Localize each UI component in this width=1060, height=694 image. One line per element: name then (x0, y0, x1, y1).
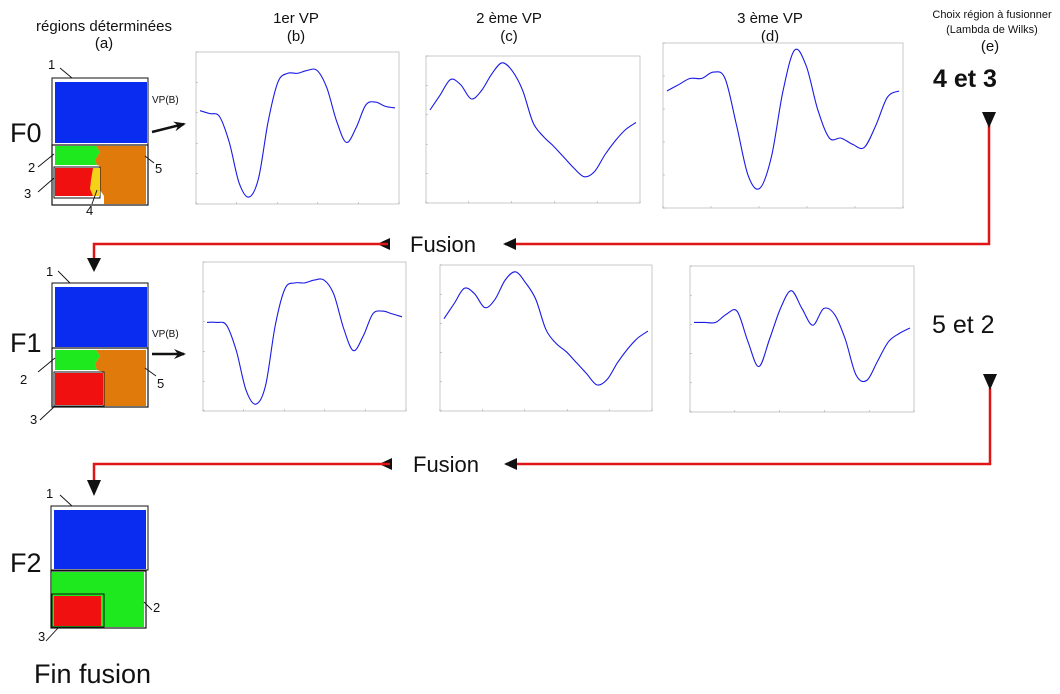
merge-choice-f1: 5 et 2 (932, 311, 995, 339)
region-number-5: 5 (155, 161, 162, 176)
flow-arrowhead (982, 112, 996, 128)
region-number-1: 1 (46, 486, 53, 501)
plot-vp1-f0 (195, 51, 400, 205)
region-1-blue (54, 510, 146, 569)
region-number-4: 4 (86, 203, 93, 218)
flow-arrowhead (983, 374, 997, 390)
eigenvector-curve (429, 62, 637, 178)
column-d-letter: (d) (761, 28, 779, 45)
region-number-1: 1 (48, 57, 55, 72)
region-number-3: 3 (24, 186, 31, 201)
region-frame (53, 371, 105, 407)
region-3-red (55, 373, 103, 405)
region-number-2: 2 (153, 600, 160, 615)
flow-arrowhead (503, 238, 516, 250)
region-map-f1: 1 2 3 5 VP(B) (20, 264, 179, 427)
flow-line-1b (92, 242, 388, 262)
region-frame (51, 144, 149, 206)
column-e-title-line2: (Lambda de Wilks) (946, 24, 1038, 36)
plot-frame (439, 264, 653, 412)
plot-vp3-f1 (689, 265, 915, 413)
region-4-yellow (90, 168, 100, 196)
column-a-title: régions déterminées (36, 18, 172, 35)
eigenvector-curve (666, 48, 900, 190)
region-frame (51, 347, 149, 408)
merge-choice-f0: 4 et 3 (933, 65, 997, 93)
fusion-label-1: Fusion (410, 232, 476, 257)
region-map-f2: 1 2 3 (38, 486, 160, 644)
region-5-orange (95, 146, 146, 204)
column-c-letter: (c) (500, 28, 518, 45)
flow-arrowhead (87, 480, 101, 496)
region-number-2: 2 (28, 160, 35, 175)
flow-arrowhead (87, 258, 101, 272)
column-c-title: 2 ème VP (476, 10, 542, 27)
region-frame (51, 593, 105, 628)
region-2-green (55, 350, 100, 370)
region-2-green (55, 146, 100, 165)
column-e-letter: (e) (981, 38, 999, 55)
region-number-1: 1 (46, 264, 53, 279)
column-b-title: 1er VP (273, 10, 319, 27)
plot-frame (202, 261, 407, 412)
eigenvector-curve (694, 290, 911, 383)
column-a-letter: (a) (95, 35, 113, 52)
region-frame (50, 570, 147, 629)
region-5-orange (95, 350, 146, 406)
region-frame (50, 505, 149, 571)
region-number-3: 3 (30, 412, 37, 427)
stage-label-f2: F2 (10, 548, 42, 578)
flow-line-2b (92, 462, 390, 484)
column-b-letter: (b) (287, 28, 305, 45)
region-number-2: 2 (20, 372, 27, 387)
plot-vp3-f0 (662, 42, 904, 209)
vp-label-f1: VP(B) (152, 329, 179, 340)
region-number-5: 5 (157, 376, 164, 391)
plot-frame (425, 55, 641, 204)
vp-label-f0: VP(B) (152, 95, 179, 106)
region-1-blue (55, 287, 147, 347)
flow-arrowhead (504, 458, 517, 470)
end-label: Fin fusion (34, 659, 151, 689)
eigenvector-curve (199, 68, 396, 198)
column-d-title: 3 ème VP (737, 10, 803, 27)
flow-line-1 (505, 125, 991, 246)
region-map-f0: 1 2 3 4 5 VP(B) (24, 57, 179, 218)
region-1-blue (55, 82, 147, 143)
eigenvector-curve (206, 278, 403, 405)
plot-vp2-f0 (425, 55, 641, 204)
stage-label-f1: F1 (10, 328, 42, 358)
plot-frame (662, 42, 904, 209)
plot-vp1-f1 (202, 261, 407, 412)
eigenvector-curve (443, 271, 649, 386)
region-number-3: 3 (38, 629, 45, 644)
flow-line-2 (506, 388, 992, 466)
stage-label-f0: F0 (10, 118, 42, 148)
region-3-red (55, 168, 93, 196)
vp-arrow-f0 (151, 121, 186, 134)
fusion-label-2: Fusion (413, 452, 479, 477)
region-3-red (54, 596, 101, 626)
plot-frame (195, 51, 400, 205)
column-e-title-line1: Choix région à fusionner (932, 9, 1052, 21)
plot-vp2-f1 (439, 264, 653, 412)
plot-frame (689, 265, 915, 413)
